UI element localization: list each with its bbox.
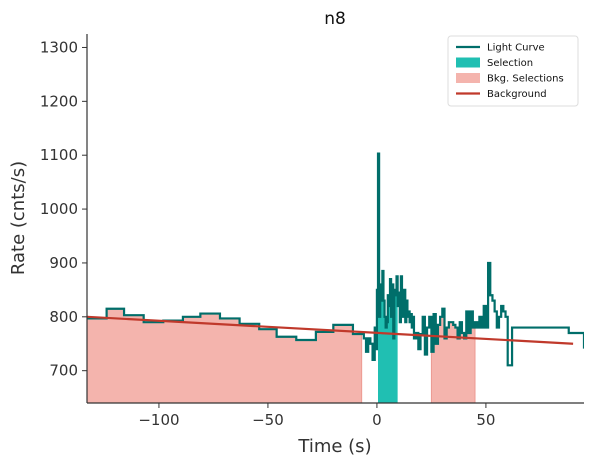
y-tick-label: 800 xyxy=(49,308,78,326)
y-tick-label: 1200 xyxy=(40,92,78,110)
y-tick-label: 1300 xyxy=(40,38,78,56)
y-tick-label: 700 xyxy=(49,362,78,380)
y-tick-label: 1000 xyxy=(40,200,78,218)
x-tick-label: −100 xyxy=(138,411,179,429)
legend-label: Bkg. Selections xyxy=(487,74,564,85)
legend-items: Light Curve Selection Bkg. Selections Backg… xyxy=(456,43,564,100)
light-curve-layer xyxy=(87,152,584,367)
y-tick-label: 1100 xyxy=(40,146,78,164)
bkg-selection-1 xyxy=(87,308,363,403)
selection-region xyxy=(378,153,398,403)
legend-swatch xyxy=(456,73,480,83)
y-tick-label: 900 xyxy=(49,254,78,272)
x-tick-label: 0 xyxy=(372,411,382,429)
legend-frame xyxy=(447,35,579,107)
x-tick-label: −50 xyxy=(252,411,284,429)
legend-label: Light Curve xyxy=(487,43,545,54)
legend: Light Curve Selection Bkg. Selections Backg… xyxy=(447,35,579,107)
legend-label: Background xyxy=(487,89,547,100)
x-axis-label: Time (s) xyxy=(297,436,371,457)
background-line xyxy=(87,315,574,345)
x-ticks: −100 −50 0 50 xyxy=(138,403,495,429)
plot-area xyxy=(87,152,584,403)
light-curve-line xyxy=(87,152,584,367)
legend-label: Selection xyxy=(487,58,533,69)
y-ticks: 700 800 900 1000 1100 1200 1300 xyxy=(40,38,87,380)
y-axis-label: Rate (cnts/s) xyxy=(8,161,29,275)
background-layer xyxy=(87,315,574,345)
legend-swatch xyxy=(456,57,480,68)
selection-layer xyxy=(378,153,398,403)
x-tick-label: 50 xyxy=(476,411,495,429)
chart-title: n8 xyxy=(324,9,346,29)
